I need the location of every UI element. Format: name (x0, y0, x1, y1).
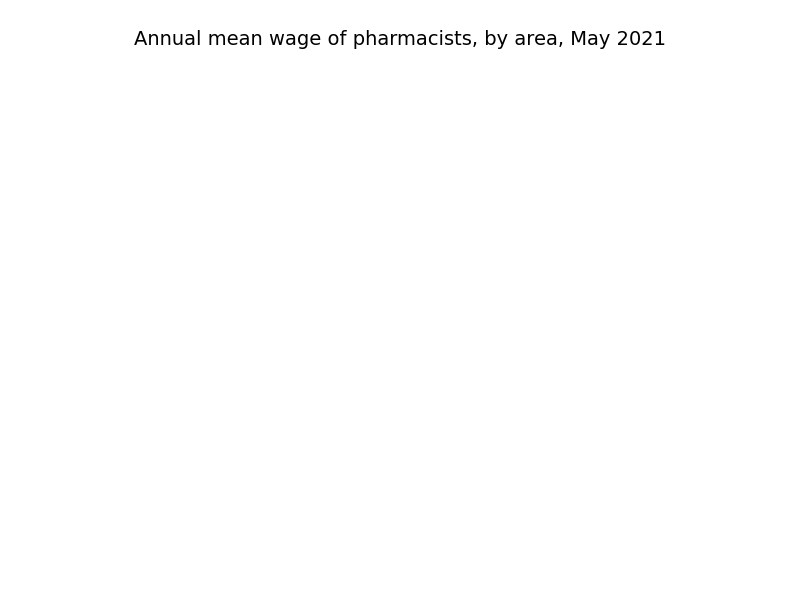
Text: Annual mean wage of pharmacists, by area, May 2021: Annual mean wage of pharmacists, by area… (134, 30, 666, 49)
